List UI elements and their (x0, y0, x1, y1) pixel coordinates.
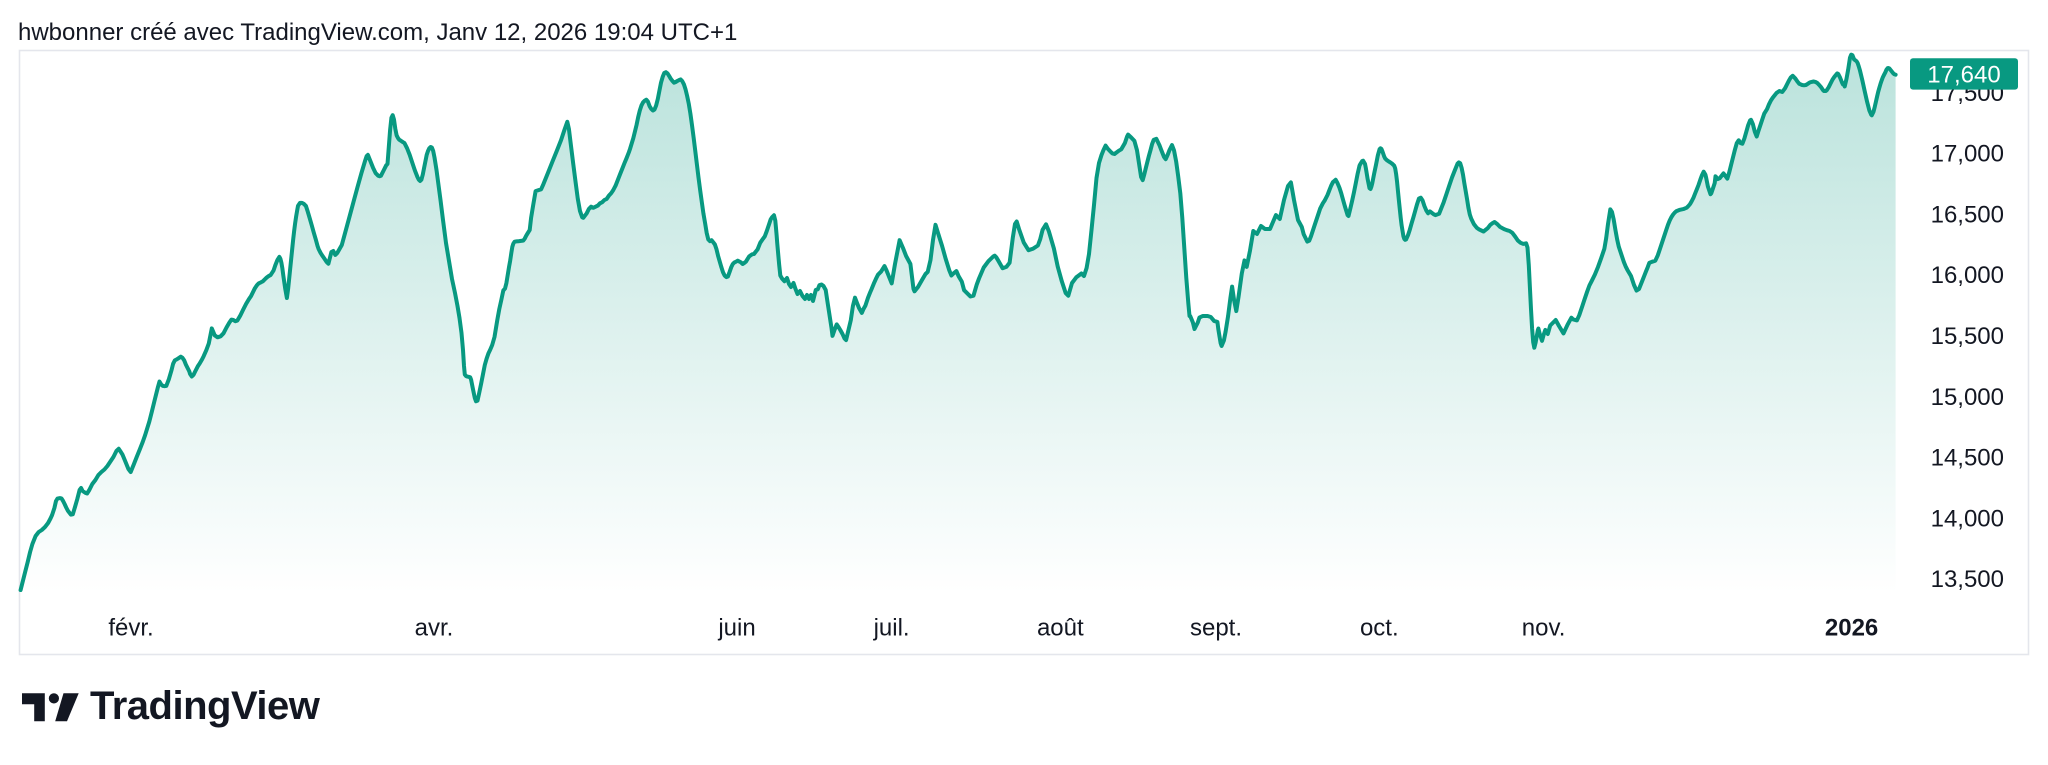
svg-text:août: août (1037, 615, 1084, 642)
svg-text:17,640: 17,640 (1927, 61, 2000, 88)
svg-text:15,000: 15,000 (1931, 384, 2004, 411)
svg-text:2026: 2026 (1825, 615, 1878, 642)
svg-text:juin: juin (717, 615, 755, 642)
svg-text:13,500: 13,500 (1931, 566, 2004, 593)
svg-text:févr.: févr. (108, 615, 153, 642)
svg-text:avr.: avr. (415, 615, 454, 642)
svg-text:14,000: 14,000 (1931, 505, 2004, 532)
svg-text:15,500: 15,500 (1931, 323, 2004, 350)
svg-text:16,000: 16,000 (1931, 262, 2004, 289)
svg-text:oct.: oct. (1360, 615, 1399, 642)
svg-text:14,500: 14,500 (1931, 445, 2004, 472)
svg-text:16,500: 16,500 (1931, 201, 2004, 228)
svg-text:nov.: nov. (1522, 615, 1566, 642)
svg-text:sept.: sept. (1190, 615, 1242, 642)
svg-text:juil.: juil. (873, 615, 910, 642)
svg-text:17,000: 17,000 (1931, 141, 2004, 168)
